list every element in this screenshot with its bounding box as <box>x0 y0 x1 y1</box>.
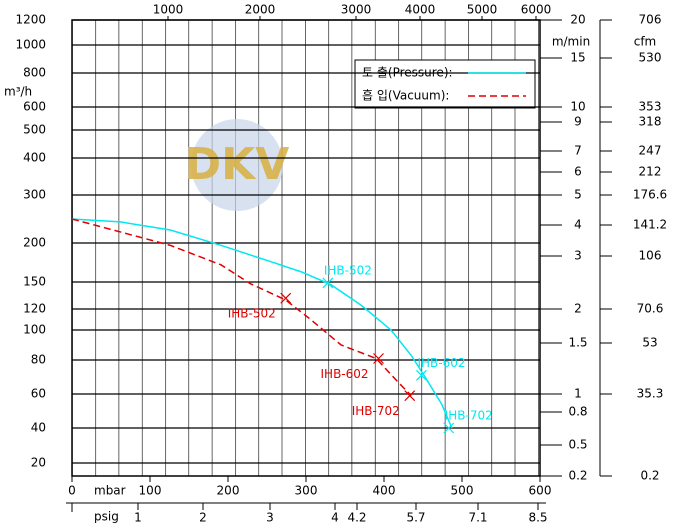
psig-axis-label: psig <box>94 510 119 524</box>
model-label: IHB-602 <box>417 356 465 370</box>
x-tick-label: 600 <box>529 484 552 498</box>
m-min-tick-label: 2 <box>574 302 582 316</box>
y-tick-label: 1200 <box>15 13 46 27</box>
y-tick-label: 40 <box>31 421 46 435</box>
model-label: IHB-702 <box>445 409 493 423</box>
cfm-tick-label: 212 <box>639 165 662 179</box>
m-min-tick-label: 4 <box>574 218 582 232</box>
y-tick-label: 400 <box>23 151 46 165</box>
x-tick-label: 100 <box>139 484 162 498</box>
cfm-tick-label: 106 <box>639 249 662 263</box>
cfm-tick-label: 247 <box>639 144 662 158</box>
model-marker <box>322 277 334 289</box>
m-min-tick-label: 5 <box>574 188 582 202</box>
psig-tick-label: 2 <box>199 511 207 525</box>
y-tick-label: 60 <box>31 387 46 401</box>
psig-tick-label: 1 <box>134 511 142 525</box>
model-marker <box>373 353 384 364</box>
m-min-tick-label: 20 <box>570 13 585 27</box>
cfm-tick-label: 318 <box>639 115 662 129</box>
x-tick-label: 300 <box>295 484 318 498</box>
cfm-tick-label: 70.6 <box>637 302 664 316</box>
m-min-tick-label: 1 <box>574 387 582 401</box>
y-tick-label: 200 <box>23 236 46 250</box>
cfm-tick-label: 706 <box>639 13 662 27</box>
cfm-tick-label: 35.3 <box>637 387 664 401</box>
model-label: IHB-502 <box>324 263 372 277</box>
cfm-tick-label: 176.6 <box>633 188 667 202</box>
m-min-tick-label: 0.2 <box>568 469 587 483</box>
m-min-tick-label: 9 <box>574 115 582 129</box>
cfm-axis-label: cfm <box>634 35 657 49</box>
model-label: IHB-602 <box>321 367 369 381</box>
psig-tick-label: 5.7 <box>406 511 425 525</box>
top-tick-label: 4000 <box>405 3 436 17</box>
m-min-tick-label: 6 <box>574 165 582 179</box>
model-marker <box>404 390 416 402</box>
y-tick-label: 80 <box>31 353 46 367</box>
cfm-tick-label: 353 <box>639 100 662 114</box>
y-tick-label: 1000 <box>15 38 46 52</box>
x-tick-label: 0 <box>68 484 76 498</box>
y-axis-label: m³/h <box>4 85 32 99</box>
watermark: DKV <box>185 139 290 190</box>
y-tick-label: 500 <box>23 123 46 137</box>
model-marker <box>416 369 427 381</box>
legend <box>354 59 536 109</box>
y-tick-label: 150 <box>23 275 46 289</box>
y-tick-label: 120 <box>23 302 46 316</box>
top-tick-label: 3000 <box>341 3 372 17</box>
x-tick-label: 200 <box>217 484 240 498</box>
m-min-tick-label: 0.5 <box>568 438 587 452</box>
cfm-tick-label: 530 <box>639 51 662 65</box>
series-line <box>71 218 453 429</box>
m-min-axis-label: m/min <box>552 35 590 49</box>
y-tick-label: 100 <box>23 323 46 337</box>
m-min-tick-label: 15 <box>570 51 585 65</box>
x-tick-label: 500 <box>451 484 474 498</box>
y-tick-label: 800 <box>23 66 46 80</box>
logo <box>191 119 283 211</box>
x-tick-label: 400 <box>373 484 396 498</box>
m-min-tick-label: 1.5 <box>568 336 587 350</box>
top-tick-label: 1000 <box>153 3 184 17</box>
y-tick-label: 300 <box>23 188 46 202</box>
psig-tick-label: 7.1 <box>468 511 487 525</box>
model-marker <box>280 292 292 304</box>
model-label: IHB-502 <box>228 307 276 321</box>
m-min-tick-label: 7 <box>574 144 582 158</box>
legend-label: 흡 입(Vacuum): <box>362 89 449 103</box>
x-axis-label: mbar <box>94 484 126 498</box>
cfm-tick-label: 53 <box>642 336 657 350</box>
m-min-tick-label: 10 <box>570 100 585 114</box>
cfm-tick-label: 141.2 <box>633 218 667 232</box>
m-min-tick-label: 3 <box>574 249 582 263</box>
psig-tick-label: 3 <box>266 511 274 525</box>
psig-tick-label: 8.5 <box>528 511 547 525</box>
model-label: IHB-702 <box>352 404 400 418</box>
top-tick-label: 2000 <box>245 3 276 17</box>
psig-tick-label: 4.2 <box>347 511 366 525</box>
m-min-tick-label: 0.8 <box>568 405 587 419</box>
cfm-tick-label: 0.2 <box>640 469 659 483</box>
psig-tick-label: 4 <box>331 511 339 525</box>
model-marker <box>443 422 455 434</box>
y-tick-label: 20 <box>31 456 46 470</box>
top-tick-label: 5000 <box>467 3 498 17</box>
y-tick-label: 600 <box>23 100 46 114</box>
legend-label: 토 출(Pressure): <box>362 66 453 80</box>
top-tick-label: 6000 <box>521 3 552 17</box>
